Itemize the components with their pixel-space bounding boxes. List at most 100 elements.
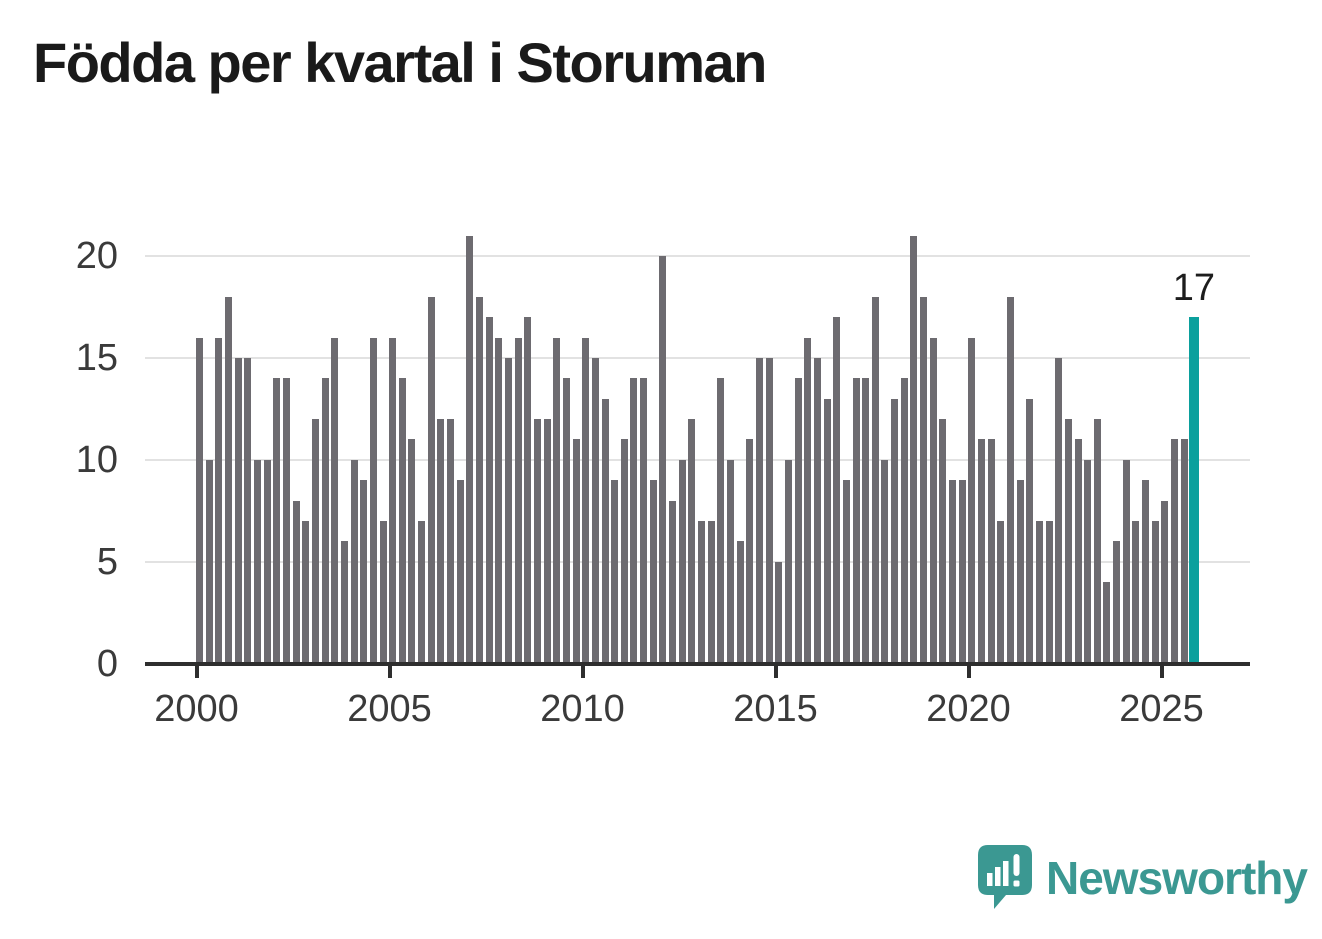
bar-2002-q3 xyxy=(292,500,300,664)
bar-2024-q4 xyxy=(1151,520,1159,664)
x-axis-label-2015: 2015 xyxy=(733,688,818,730)
bar-2014-q1 xyxy=(736,541,744,664)
x-axis-tick-2010 xyxy=(580,666,585,678)
x-axis-tick-2000 xyxy=(194,666,199,678)
bar-2024-q3 xyxy=(1142,480,1150,664)
x-axis-label-2005: 2005 xyxy=(347,688,432,730)
x-axis-label-2020: 2020 xyxy=(926,688,1011,730)
bar-2013-q3 xyxy=(717,378,725,664)
bar-2022-q4 xyxy=(1074,439,1082,664)
bar-2001-q3 xyxy=(254,459,262,664)
bar-2012-q4 xyxy=(688,419,696,664)
bar-2012-q1 xyxy=(659,256,667,664)
bar-2018-q1 xyxy=(891,398,899,664)
y-axis-label-5: 5 xyxy=(96,540,118,583)
x-axis-line xyxy=(145,662,1250,666)
bar-2025-q1 xyxy=(1161,500,1169,664)
bar-2006-q3 xyxy=(447,419,455,664)
bar-2004-q2 xyxy=(360,480,368,664)
bar-2017-q2 xyxy=(862,378,870,664)
bar-2014-q4 xyxy=(765,357,773,664)
bar-2005-q2 xyxy=(398,378,406,664)
bar-2021-q4 xyxy=(1035,520,1043,664)
y-axis-label-15: 15 xyxy=(75,336,118,379)
bar-2005-q4 xyxy=(418,520,426,664)
bar-2008-q3 xyxy=(524,317,532,664)
bar-2011-q1 xyxy=(620,439,628,664)
x-axis-tick-2025 xyxy=(1159,666,1164,678)
bar-2023-q4 xyxy=(1113,541,1121,664)
bar-2009-q1 xyxy=(543,419,551,664)
x-axis-tick-2015 xyxy=(773,666,778,678)
bar-2003-q2 xyxy=(321,378,329,664)
newsworthy-logo: Newsworthy xyxy=(978,845,1308,911)
bar-2018-q4 xyxy=(920,296,928,664)
bar-2025-q4 xyxy=(1188,317,1199,664)
bar-2015-q2 xyxy=(784,459,792,664)
bar-2024-q1 xyxy=(1122,459,1130,664)
bar-2014-q2 xyxy=(746,439,754,664)
bar-2004-q4 xyxy=(379,520,387,664)
bar-2010-q4 xyxy=(611,480,619,664)
bar-2019-q3 xyxy=(949,480,957,664)
x-axis-tick-2020 xyxy=(966,666,971,678)
bar-2019-q2 xyxy=(939,419,947,664)
bar-2013-q4 xyxy=(727,459,734,664)
y-axis-label-0: 0 xyxy=(96,642,118,685)
bar-2002-q4 xyxy=(302,520,310,664)
bar-2003-q3 xyxy=(331,337,339,664)
gridline-15 xyxy=(145,356,1250,359)
bar-2009-q4 xyxy=(572,439,580,664)
bar-2001-q2 xyxy=(244,357,252,664)
bar-2020-q2 xyxy=(977,439,985,664)
bar-2004-q3 xyxy=(369,337,377,664)
bar-2000-q2 xyxy=(205,459,213,664)
bar-2025-q3 xyxy=(1180,439,1188,664)
bar-2000-q3 xyxy=(215,337,223,664)
bar-2002-q1 xyxy=(273,378,281,664)
x-axis-label-2000: 2000 xyxy=(154,688,239,730)
bar-2008-q2 xyxy=(514,337,522,664)
bar-2016-q3 xyxy=(833,317,841,664)
bar-2020-q4 xyxy=(997,520,1005,664)
bar-2004-q1 xyxy=(350,459,358,664)
bar-2021-q3 xyxy=(1026,398,1034,664)
bar-2018-q3 xyxy=(910,235,918,664)
bar-2015-q4 xyxy=(804,337,812,664)
bar-2007-q4 xyxy=(495,337,503,664)
highlight-value-label: 17 xyxy=(1172,267,1215,310)
bar-2023-q1 xyxy=(1084,459,1092,664)
bar-2010-q2 xyxy=(591,357,599,664)
bar-2016-q2 xyxy=(823,398,831,664)
gridline-20 xyxy=(145,255,1250,258)
bar-2020-q1 xyxy=(968,337,976,664)
bar-2020-q3 xyxy=(987,439,995,664)
bar-2021-q2 xyxy=(1016,480,1024,664)
x-axis-label-2025: 2025 xyxy=(1119,688,1204,730)
bar-2003-q4 xyxy=(340,541,348,664)
bar-2021-q1 xyxy=(1006,296,1014,664)
bar-2005-q1 xyxy=(389,337,397,664)
bar-2006-q1 xyxy=(427,296,435,664)
bar-2015-q1 xyxy=(775,561,783,664)
bar-2013-q2 xyxy=(707,520,715,664)
bar-2022-q2 xyxy=(1055,357,1063,664)
bar-2019-q1 xyxy=(929,337,937,664)
gridline-10 xyxy=(145,458,1250,461)
bar-2016-q4 xyxy=(842,480,850,664)
bar-2003-q1 xyxy=(311,419,319,664)
bar-2011-q2 xyxy=(630,378,638,664)
newsworthy-speech-bubble-chart-icon xyxy=(978,845,1032,909)
chart-title: Födda per kvartal i Storuman xyxy=(33,31,767,94)
bar-2017-q4 xyxy=(881,459,889,664)
bar-2000-q1 xyxy=(196,337,204,664)
bar-2006-q4 xyxy=(456,480,464,664)
x-axis-tick-2005 xyxy=(387,666,392,678)
y-axis-label-20: 20 xyxy=(75,235,118,278)
bar-2022-q3 xyxy=(1064,419,1072,664)
bar-2009-q2 xyxy=(553,337,561,664)
bar-2006-q2 xyxy=(437,419,445,664)
bar-2001-q1 xyxy=(234,357,242,664)
